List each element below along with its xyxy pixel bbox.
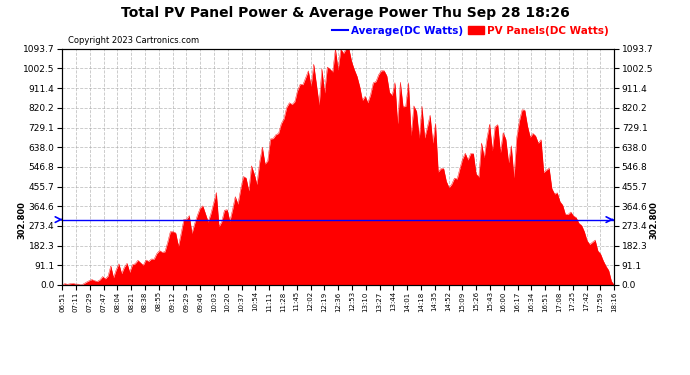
Text: Total PV Panel Power & Average Power Thu Sep 28 18:26: Total PV Panel Power & Average Power Thu…: [121, 6, 569, 20]
Text: Copyright 2023 Cartronics.com: Copyright 2023 Cartronics.com: [68, 36, 199, 45]
Legend: Average(DC Watts), PV Panels(DC Watts): Average(DC Watts), PV Panels(DC Watts): [333, 26, 609, 36]
Text: 302.800: 302.800: [650, 201, 659, 238]
Text: 302.800: 302.800: [17, 201, 26, 238]
